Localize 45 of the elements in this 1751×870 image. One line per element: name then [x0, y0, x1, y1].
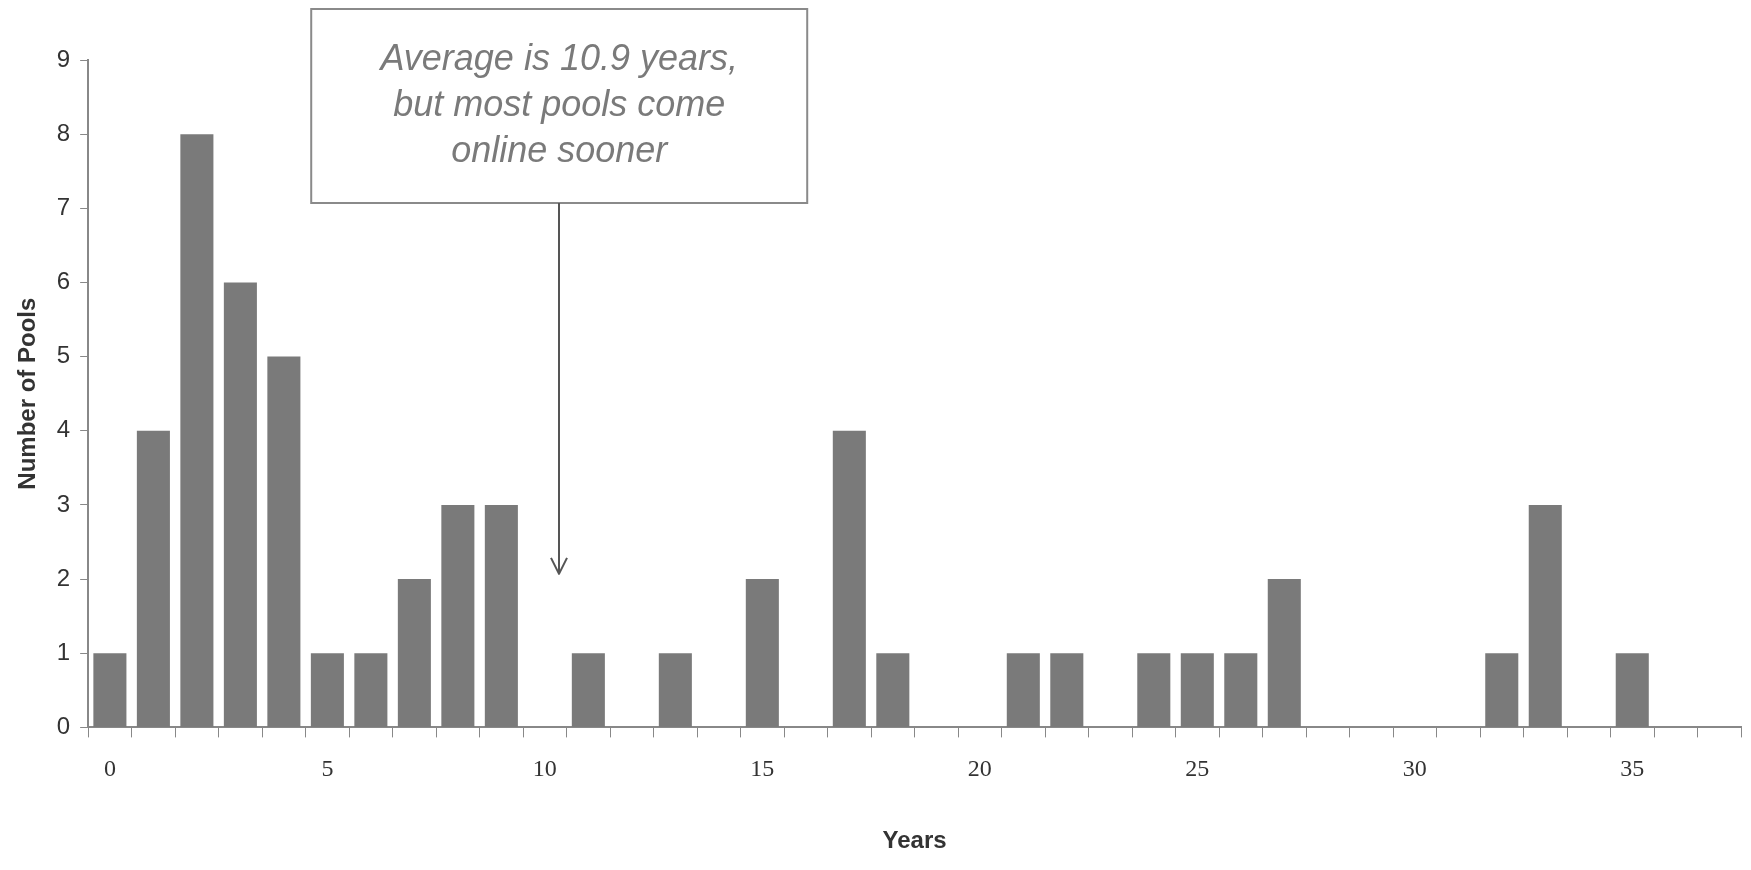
bar	[484, 504, 518, 727]
x-tick-label: 15	[750, 755, 775, 782]
x-axis-title: Years	[882, 826, 947, 854]
bar	[745, 579, 779, 727]
bar	[571, 653, 605, 727]
bar	[1006, 653, 1040, 727]
bar	[1224, 653, 1258, 727]
bar	[180, 134, 214, 727]
x-tick-label: 35	[1620, 755, 1645, 782]
bar	[1485, 653, 1519, 727]
x-tick-label: 5	[321, 755, 334, 782]
y-tick-label: 9	[56, 44, 71, 72]
bar	[1615, 653, 1649, 727]
y-tick-label: 4	[56, 415, 71, 443]
y-tick-label: 7	[56, 192, 71, 220]
x-tick-label: 0	[103, 755, 116, 782]
bar	[1267, 579, 1301, 727]
y-tick-label: 2	[56, 563, 71, 591]
bar	[1050, 653, 1084, 727]
x-tick-label: 10	[532, 755, 557, 782]
y-tick-label: 3	[56, 489, 71, 517]
bar	[93, 653, 127, 727]
bar	[136, 430, 170, 727]
bar	[354, 653, 388, 727]
bar	[1528, 504, 1562, 727]
x-tick-label: 20	[967, 755, 992, 782]
bar	[1180, 653, 1214, 727]
bar	[658, 653, 692, 727]
y-tick-label: 5	[56, 341, 71, 369]
bar	[397, 579, 431, 727]
annotation: Average is 10.9 years, but most pools come online sooner	[378, 37, 738, 171]
y-axis-title: Number of Pools	[13, 297, 41, 490]
bar	[310, 653, 344, 727]
bar	[876, 653, 910, 727]
bar	[267, 356, 301, 727]
bar	[1137, 653, 1171, 727]
y-tick-label: 0	[56, 712, 71, 740]
bar	[223, 282, 257, 727]
y-tick-label: 8	[56, 118, 71, 146]
bar	[441, 504, 475, 727]
y-tick-label: 6	[56, 267, 71, 295]
y-tick-label: 1	[56, 637, 71, 665]
x-tick-label: 30	[1402, 755, 1427, 782]
x-tick-label: 25	[1185, 755, 1210, 782]
bar	[832, 430, 866, 727]
